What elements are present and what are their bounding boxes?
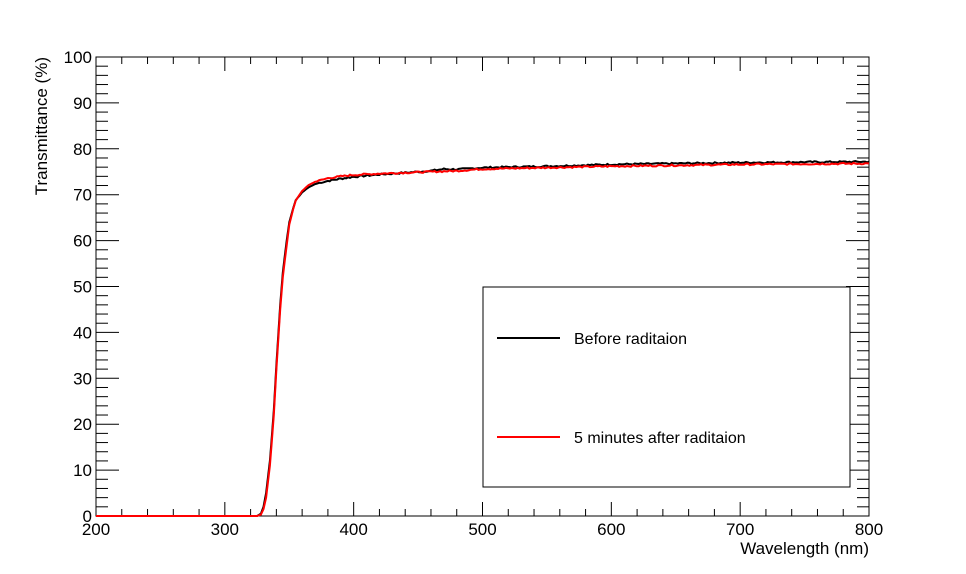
y-tick-label: 80	[73, 140, 92, 159]
y-tick-label: 90	[73, 94, 92, 113]
y-tick-label: 60	[73, 232, 92, 251]
tick-labels: 200 300 400 500 600 700 800 0 10 20 30 40 50 60 70 80 90…	[64, 48, 884, 539]
y-tick-label: 100	[64, 48, 92, 67]
series-lines	[96, 159, 870, 517]
series-line-after	[96, 161, 870, 517]
x-tick-label: 500	[468, 520, 496, 539]
x-tick-label: 300	[211, 520, 239, 539]
y-tick-label: 10	[73, 461, 92, 480]
y-axis-label: Transmittance (%)	[32, 57, 51, 195]
legend-box	[482, 286, 851, 488]
y-tick-label: 70	[73, 186, 92, 205]
y-tick-label: 40	[73, 323, 92, 342]
legend-label-before: Before raditaion	[574, 331, 687, 348]
legend-label-after: 5 minutes after raditaion	[574, 430, 746, 447]
y-tick-label: 0	[83, 507, 92, 526]
x-tick-label: 400	[339, 520, 367, 539]
axis-ticks	[95, 56, 870, 517]
y-tick-label: 50	[73, 278, 92, 297]
x-tick-label: 600	[597, 520, 625, 539]
x-tick-label: 700	[726, 520, 754, 539]
legend: Before raditaion 5 minutes after raditai…	[482, 286, 851, 488]
y-tick-label: 30	[73, 369, 92, 388]
y-tick-label: 20	[73, 415, 92, 434]
x-tick-label: 200	[82, 520, 110, 539]
x-tick-label: 800	[855, 520, 883, 539]
x-axis-label: Wavelength (nm)	[740, 539, 869, 558]
